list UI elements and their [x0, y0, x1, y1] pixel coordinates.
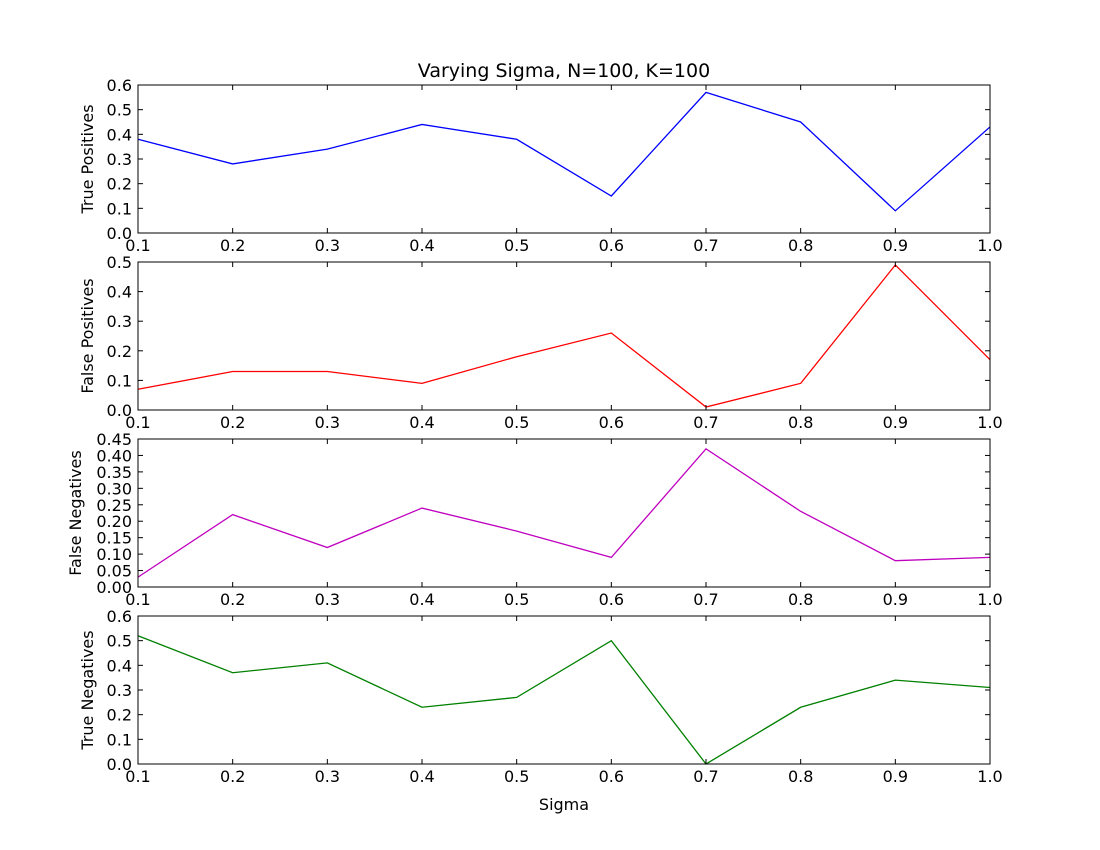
true-negatives-y-tick-label: 0.3 [107, 681, 132, 700]
true-positives-y-tick-label: 0.4 [107, 125, 132, 144]
x-axis-label: Sigma [539, 795, 589, 814]
true-negatives-y-tick-label: 0.0 [107, 755, 132, 774]
false-positives-x-tick-label: 1.0 [977, 413, 1002, 432]
false-positives-y-tick-label: 0.4 [107, 283, 132, 302]
subplots: 0.1 0.2 0.3 0.4 0.5 0.6 0.7 0.8 0.9 1.00.00.10.20… [66, 76, 1003, 786]
true-negatives-y-tick-label: 0.1 [107, 730, 132, 749]
false-positives-axes-frame [137, 261, 991, 411]
false-negatives-line [137, 448, 991, 578]
false-positives-x-tick-label: 0.7 [693, 413, 718, 432]
true-negatives-x-tick-label: 0.2 [220, 767, 245, 786]
true-positives-y-tick-label: 0.1 [107, 199, 132, 218]
true-positives-x-tick-label: 0.6 [599, 236, 624, 255]
false-negatives-x-tick-label: 0.8 [788, 590, 813, 609]
false-positives-x-tick-label: 0.4 [409, 413, 434, 432]
false-negatives-x-tick-label: 0.2 [220, 590, 245, 609]
true-positives-x-tick-label: 0.9 [883, 236, 908, 255]
true-positives-x-tick-label: 1.0 [977, 236, 1002, 255]
true-negatives-y-tick-label: 0.2 [107, 706, 132, 725]
false-positives-x-tick-label: 0.6 [599, 413, 624, 432]
false-positives-y-tick-label: 0.5 [107, 253, 132, 272]
false-negatives-y-tick-label: 0.45 [96, 430, 132, 449]
false-negatives-y-axis-label: False Negatives [66, 450, 85, 575]
true-negatives-x-tick-label: 0.8 [788, 767, 813, 786]
true-negatives-x-tick-label: 1.0 [977, 767, 1002, 786]
true-negatives-x-tick-label: 0.1 [125, 767, 150, 786]
true-positives-y-axis-label: True Positives [78, 104, 97, 214]
true-negatives-line [137, 635, 991, 765]
true-positives-x-tick-label: 0.7 [693, 236, 718, 255]
true-positives-subplot: 0.1 0.2 0.3 0.4 0.5 0.6 0.7 0.8 0.9 1.00.00.10.20… [78, 76, 1003, 255]
false-negatives-x-tick-label: 0.3 [315, 590, 340, 609]
false-positives-line [137, 263, 991, 408]
false-positives-y-axis-label: False Positives [78, 278, 97, 393]
true-negatives-x-tick-label: 0.3 [315, 767, 340, 786]
false-negatives-y-tick-label: 0.35 [96, 463, 132, 482]
false-negatives-x-tick-label: 0.4 [409, 590, 434, 609]
false-negatives-x-tick-label: 0.7 [693, 590, 718, 609]
false-negatives-y-tick-label: 0.20 [96, 512, 132, 531]
false-negatives-x-tick-label: 0.5 [504, 590, 529, 609]
true-negatives-y-tick-label: 0.5 [107, 632, 132, 651]
false-negatives-axes-frame [137, 438, 991, 588]
false-negatives-x-tick-label: 0.9 [883, 590, 908, 609]
true-positives-y-tick-label: 0.5 [107, 101, 132, 120]
false-negatives-y-tick-label: 0.25 [96, 496, 132, 515]
true-positives-y-tick-label: 0.0 [107, 224, 132, 243]
true-negatives-x-tick-label: 0.4 [409, 767, 434, 786]
false-positives-x-tick-label: 0.2 [220, 413, 245, 432]
true-positives-x-tick-label: 0.4 [409, 236, 434, 255]
false-positives-y-tick-label: 0.1 [107, 371, 132, 390]
true-negatives-y-tick-label: 0.6 [107, 607, 132, 626]
true-positives-y-tick-label: 0.3 [107, 150, 132, 169]
false-negatives-y-tick-label: 0.10 [96, 545, 132, 564]
true-negatives-y-axis-label: True Negatives [78, 630, 97, 750]
true-positives-x-tick-label: 0.2 [220, 236, 245, 255]
true-negatives-x-tick-label: 0.7 [693, 767, 718, 786]
false-negatives-y-tick-label: 0.00 [96, 578, 132, 597]
false-positives-x-tick-label: 0.3 [315, 413, 340, 432]
true-positives-x-tick-label: 0.1 [125, 236, 150, 255]
true-positives-line [137, 91, 991, 212]
true-negatives-y-tick-label: 0.4 [107, 656, 132, 675]
false-positives-x-tick-label: 0.8 [788, 413, 813, 432]
false-positives-y-tick-label: 0.3 [107, 312, 132, 331]
true-negatives-x-tick-label: 0.5 [504, 767, 529, 786]
false-negatives-x-tick-label: 0.6 [599, 590, 624, 609]
false-positives-x-tick-label: 0.5 [504, 413, 529, 432]
false-negatives-y-tick-label: 0.30 [96, 479, 132, 498]
chart-title: Varying Sigma, N=100, K=100 [418, 60, 710, 82]
false-negatives-y-tick-label: 0.05 [96, 562, 132, 581]
true-positives-x-tick-label: 0.5 [504, 236, 529, 255]
false-positives-x-tick-label: 0.1 [125, 413, 150, 432]
true-negatives-x-tick-label: 0.9 [883, 767, 908, 786]
true-positives-y-tick-label: 0.6 [107, 76, 132, 95]
false-negatives-subplot: 0.1 0.2 0.3 0.4 0.5 0.6 0.7 0.8 0.9 1.00.000.050.… [66, 430, 1003, 609]
true-positives-x-tick-label: 0.3 [315, 236, 340, 255]
false-positives-subplot: 0.1 0.2 0.3 0.4 0.5 0.6 0.7 0.8 0.9 1.00.00.10.20… [78, 253, 1003, 432]
false-negatives-x-tick-label: 0.1 [125, 590, 150, 609]
false-negatives-x-tick-label: 1.0 [977, 590, 1002, 609]
true-positives-y-tick-label: 0.2 [107, 175, 132, 194]
true-positives-x-tick-label: 0.8 [788, 236, 813, 255]
false-negatives-y-tick-label: 0.40 [96, 446, 132, 465]
true-negatives-x-tick-label: 0.6 [599, 767, 624, 786]
false-negatives-y-tick-label: 0.15 [96, 529, 132, 548]
false-positives-y-tick-label: 0.0 [107, 401, 132, 420]
false-positives-x-tick-label: 0.9 [883, 413, 908, 432]
true-negatives-subplot: 0.1 0.2 0.3 0.4 0.5 0.6 0.7 0.8 0.9 1.00.00.10.20… [78, 607, 1003, 786]
false-positives-y-tick-label: 0.2 [107, 342, 132, 361]
